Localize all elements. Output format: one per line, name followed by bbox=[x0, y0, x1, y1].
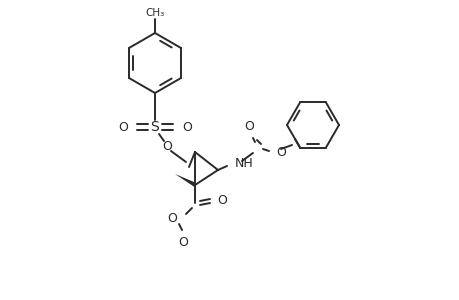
Text: O: O bbox=[244, 119, 253, 133]
Text: O: O bbox=[167, 212, 177, 226]
Text: O: O bbox=[182, 121, 191, 134]
Polygon shape bbox=[174, 174, 196, 188]
Text: CH₃: CH₃ bbox=[145, 8, 164, 18]
Text: O: O bbox=[118, 121, 128, 134]
Text: S: S bbox=[150, 120, 159, 134]
Text: O: O bbox=[275, 146, 285, 158]
Text: O: O bbox=[162, 140, 172, 152]
Text: NH: NH bbox=[235, 157, 253, 169]
Text: O: O bbox=[217, 194, 226, 206]
Text: O: O bbox=[178, 236, 188, 248]
